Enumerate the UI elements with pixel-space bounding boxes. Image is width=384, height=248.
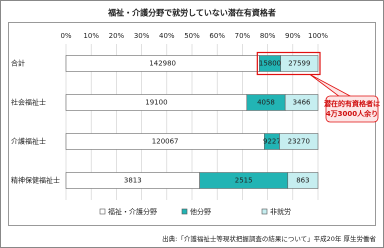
legend-label: 他分野 — [190, 207, 211, 216]
y-tick-label: 合計 — [11, 59, 25, 68]
source: 出典:「介護福祉士等現状把握調査の結果について」平成20年 厚生労働省 — [162, 234, 376, 243]
x-tick-label: 30% — [134, 32, 150, 40]
legend-label: 非就労 — [270, 207, 291, 216]
value-label: 120067 — [152, 138, 179, 146]
x-tick-label: 20% — [109, 32, 125, 40]
value-label: 142980 — [149, 60, 176, 68]
x-tick-label: 70% — [235, 32, 251, 40]
bar-segment — [279, 133, 319, 150]
x-tick-label: 80% — [260, 32, 276, 40]
value-label: 9227 — [263, 138, 281, 146]
value-label: 3466 — [293, 99, 311, 107]
value-label: 15800 — [259, 60, 281, 68]
highlight-box — [256, 51, 321, 76]
legend-swatch — [99, 208, 106, 215]
value-label: 19100 — [145, 99, 167, 107]
callout-box — [325, 95, 379, 123]
x-tick-label: 100% — [308, 32, 328, 40]
y-tick-label: 社会福祉士 — [11, 98, 46, 107]
bar-segment — [284, 94, 319, 111]
y-tick-label: 介護福祉士 — [11, 137, 46, 146]
chart-title: 福祉・介護分野で就労していない潜在有資格者 — [107, 8, 276, 18]
legend-swatch — [261, 208, 268, 215]
bar-segment — [287, 172, 319, 189]
x-tick-label: 90% — [285, 32, 301, 40]
y-tick-label: 精神保健福祉士 — [11, 176, 60, 185]
value-label: 4058 — [257, 99, 275, 107]
x-tick-label: 40% — [159, 32, 175, 40]
bar-segment — [280, 55, 319, 72]
x-tick-label: 0% — [60, 32, 71, 40]
x-tick-label: 50% — [184, 32, 200, 40]
value-label: 2515 — [235, 177, 253, 185]
legend-label: 福祉・介護分野 — [108, 207, 157, 216]
plot-frame — [8, 22, 376, 226]
annotation: 潜在的有資格者は — [324, 99, 380, 108]
value-label: 3813 — [124, 177, 142, 185]
value-label: 863 — [296, 177, 309, 185]
value-label: 27599 — [288, 60, 310, 68]
value-label: 23270 — [288, 138, 310, 146]
legend-swatch — [181, 208, 188, 215]
x-tick-label: 60% — [209, 32, 225, 40]
x-tick-label: 10% — [83, 32, 99, 40]
annotation: 4万3000人余り — [326, 109, 378, 118]
